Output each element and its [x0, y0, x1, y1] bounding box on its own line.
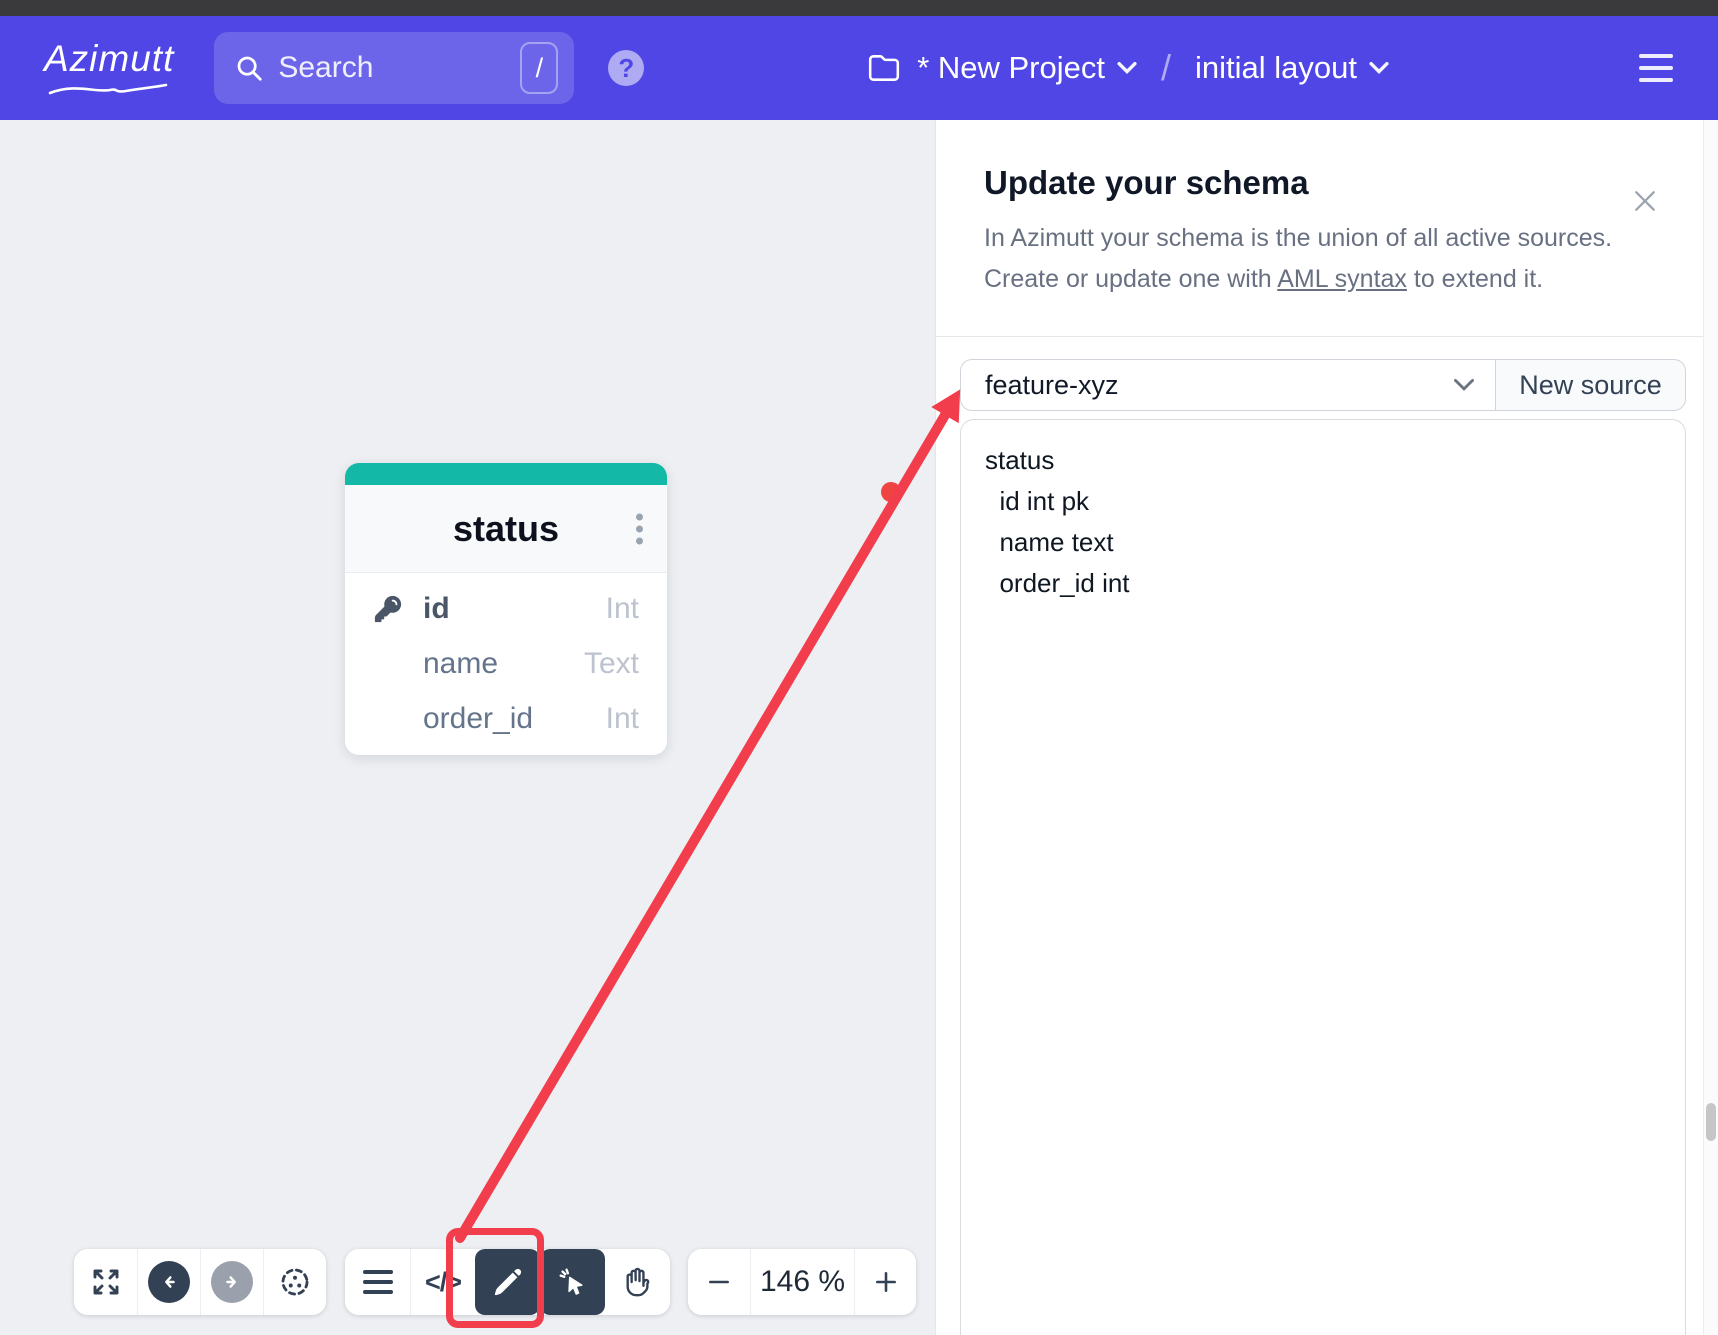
folder-icon — [867, 51, 901, 85]
tables-list-icon — [362, 1270, 393, 1294]
search-shortcut-kbd: / — [520, 42, 559, 94]
source-select-value: feature-xyz — [985, 369, 1119, 400]
table-menu-button[interactable] — [636, 513, 643, 544]
search-icon — [237, 56, 262, 81]
panel-title: Update your schema — [984, 164, 1309, 201]
fit-view-icon — [281, 1268, 309, 1296]
panel-description: In Azimutt your schema is the union of a… — [984, 218, 1670, 300]
app-logo-text: Azimutt — [44, 38, 175, 79]
table-card-status[interactable]: status id Int name Text — [345, 463, 901, 755]
zoom-out-icon — [709, 1280, 729, 1284]
help-button[interactable]: ? — [608, 50, 645, 86]
new-source-button[interactable]: New source — [1496, 359, 1686, 411]
zoom-out-button[interactable] — [688, 1249, 750, 1315]
redo-icon — [211, 1261, 253, 1303]
column-name: name — [423, 646, 499, 680]
table-name: status — [452, 507, 560, 549]
sources-section: feature-xyz New source status id int pk … — [936, 337, 1718, 1335]
description-line1: In Azimutt your schema is the union of a… — [984, 224, 1613, 252]
pencil-icon — [494, 1268, 521, 1296]
toolbar-zoom-group: 146 % — [688, 1249, 916, 1315]
aml-syntax-link[interactable]: AML syntax — [1277, 265, 1407, 293]
zoom-in-icon — [875, 1272, 896, 1292]
zoom-in-button[interactable] — [854, 1249, 916, 1315]
draw-tool-button[interactable] — [475, 1249, 540, 1315]
undo-icon — [148, 1261, 190, 1303]
description-line2-before: Create or update one with — [984, 265, 1278, 293]
panel-header: Update your schema In Azimutt your schem… — [936, 120, 1718, 337]
source-select[interactable]: feature-xyz — [960, 359, 1496, 411]
breadcrumb-separator: / — [1161, 47, 1172, 88]
primary-key-icon — [373, 594, 423, 624]
layout-name: initial layout — [1195, 50, 1357, 85]
project-name: * New Project — [917, 50, 1105, 85]
navbar-breadcrumb: * New Project / initial layout — [867, 47, 1673, 89]
pan-tool-button[interactable] — [605, 1249, 670, 1315]
close-panel-button[interactable] — [1630, 186, 1660, 221]
window-top-strip — [0, 0, 1718, 16]
toolbar-view-group — [74, 1249, 326, 1315]
main-menu-button[interactable] — [1639, 54, 1673, 82]
toolbar-tools-group: </> — [345, 1249, 670, 1315]
aml-editor-textarea[interactable]: status id int pk name text order_id int — [960, 419, 1686, 1335]
scrollbar-thumb[interactable] — [1706, 1103, 1716, 1141]
column-name: order_id — [423, 701, 534, 735]
search-input[interactable]: Search / — [214, 32, 575, 104]
chevron-down-icon — [1117, 62, 1137, 74]
source-code-icon: </> — [424, 1266, 462, 1297]
layout-dropdown[interactable]: initial layout — [1195, 50, 1389, 86]
column-name: id — [423, 591, 450, 625]
table-row[interactable]: order_id Int — [345, 482, 901, 746]
table-columns: id Int name Text order_id Int — [345, 482, 901, 755]
redo-button[interactable] — [200, 1249, 263, 1315]
chevron-down-icon — [1369, 62, 1389, 74]
update-schema-panel: Update your schema In Azimutt your schem… — [935, 120, 1718, 1335]
cursor-click-icon — [559, 1268, 583, 1295]
fit-view-button[interactable] — [263, 1249, 326, 1315]
chevron-down-icon — [1454, 378, 1474, 391]
select-tool-button[interactable] — [540, 1249, 605, 1315]
fullscreen-button[interactable] — [74, 1249, 137, 1315]
table-row[interactable]: name Text — [345, 636, 667, 691]
source-select-group: feature-xyz New source — [960, 359, 1686, 411]
table-header[interactable]: status — [345, 485, 667, 573]
question-mark-icon: ? — [618, 52, 635, 83]
table-color-bar — [345, 463, 667, 485]
app-logo[interactable]: Azimutt — [44, 39, 174, 97]
column-type: Text — [583, 646, 639, 680]
hand-icon — [626, 1267, 649, 1297]
table-row[interactable]: id Int — [345, 581, 667, 636]
diagram-canvas[interactable]: status id Int name Text — [0, 120, 935, 1335]
panel-scrollbar[interactable] — [1703, 120, 1718, 1335]
description-line2-after: to extend it. — [1406, 265, 1544, 293]
logo-underline-swoosh — [48, 83, 168, 95]
fullscreen-icon — [93, 1269, 118, 1295]
source-code-button[interactable]: </> — [410, 1249, 475, 1315]
zoom-level[interactable]: 146 % — [750, 1249, 854, 1315]
search-placeholder: Search — [278, 51, 374, 84]
top-navbar: Azimutt Search / ? * New Project — [0, 16, 1718, 120]
tables-list-button[interactable] — [345, 1249, 410, 1315]
project-dropdown[interactable]: * New Project — [917, 50, 1137, 86]
column-type: Int — [605, 591, 639, 625]
close-icon — [1635, 191, 1655, 211]
column-type: Int — [605, 701, 639, 735]
undo-button[interactable] — [137, 1249, 200, 1315]
notification-dot — [881, 482, 901, 502]
